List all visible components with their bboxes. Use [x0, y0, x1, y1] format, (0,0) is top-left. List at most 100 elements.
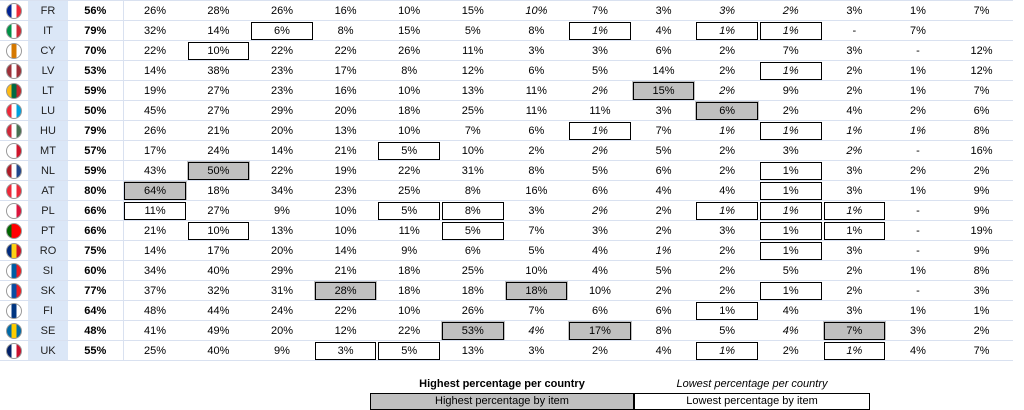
value-cell: 2%: [822, 280, 887, 301]
flag-cell: [0, 240, 28, 261]
value-cell: 2%: [822, 60, 887, 81]
value-cell: 14%: [186, 20, 251, 41]
value-cell: 10%: [377, 300, 441, 321]
value-cell: 1%: [886, 180, 950, 201]
value-cell: 1%: [695, 200, 759, 221]
value-cell: 8%: [440, 180, 505, 201]
netherlands-flag-icon: [6, 162, 22, 179]
value-cell: 10%: [377, 0, 441, 21]
value-cell: 1%: [758, 220, 823, 241]
value-cell: 1%: [758, 280, 823, 301]
table-row: UK 55% 25% 40% 9% 3% 5% 13% 3% 2% 4% 1% 2% 1% 4% 7%: [0, 340, 1014, 361]
value-cell: 2%: [631, 220, 696, 241]
value-cell: 7%: [631, 120, 696, 141]
flag-cell: [0, 40, 28, 61]
flag-cell: [0, 300, 28, 321]
value-cell: -: [886, 140, 950, 161]
value-cell: 9%: [949, 240, 1014, 261]
table-body: FR 56% 26% 28% 26% 16% 10% 15% 10% 7% 3% 3% 2% 3% 1% 7%…: [0, 0, 1014, 361]
value-cell: 9%: [949, 200, 1014, 221]
value-cell: 22%: [313, 300, 378, 321]
value-cell: 4%: [822, 100, 887, 121]
table-row: NL 59% 43% 50% 22% 19% 22% 31% 8% 5% 6% 2% 1% 3% 2% 2%: [0, 160, 1014, 181]
value-cell: 1%: [695, 120, 759, 141]
country-code: LV: [28, 60, 68, 81]
value-cell: 15%: [440, 0, 505, 21]
value-cell: 11%: [440, 40, 505, 61]
value-cell: 3%: [822, 180, 887, 201]
value-cell: 20%: [250, 320, 314, 341]
value-cell: 11%: [123, 200, 187, 221]
value-cell: 5%: [631, 260, 696, 281]
legend-lowest-per-country: Lowest percentage per country: [676, 378, 828, 390]
value-cell: 10%: [568, 280, 632, 301]
value-cell: 2%: [695, 60, 759, 81]
value-cell: 4%: [758, 320, 823, 341]
value-cell: 1%: [886, 260, 950, 281]
country-code: HU: [28, 120, 68, 141]
value-cell: 1%: [631, 240, 696, 261]
value-cell: 1%: [758, 120, 823, 141]
value-cell: 41%: [123, 320, 187, 341]
total-value: 48%: [68, 320, 124, 341]
value-cell: 3%: [822, 300, 887, 321]
value-cell: 7%: [886, 20, 950, 41]
finland-flag-icon: [6, 302, 22, 319]
value-cell: 5%: [568, 60, 632, 81]
value-cell: 12%: [949, 60, 1014, 81]
legend-highest-per-country: Highest percentage per country: [419, 378, 585, 390]
value-cell: 2%: [949, 160, 1014, 181]
value-cell: 25%: [123, 340, 187, 361]
value-cell: 13%: [440, 340, 505, 361]
value-cell: 26%: [440, 300, 505, 321]
total-value: 79%: [68, 20, 124, 41]
country-code: MT: [28, 140, 68, 161]
flag-cell: [0, 180, 28, 201]
value-cell: 31%: [250, 280, 314, 301]
value-cell: 3%: [631, 0, 696, 21]
value-cell: 20%: [313, 100, 378, 121]
value-cell: 2%: [949, 320, 1014, 341]
legend-lowest-by-item: Lowest percentage by item: [634, 393, 870, 410]
value-cell: 3%: [949, 280, 1014, 301]
value-cell: 4%: [631, 20, 696, 41]
total-value: 70%: [68, 40, 124, 61]
value-cell: 32%: [123, 20, 187, 41]
value-cell: 40%: [186, 260, 251, 281]
value-cell: 9%: [250, 340, 314, 361]
value-cell: 21%: [123, 220, 187, 241]
flag-cell: [0, 280, 28, 301]
value-cell: 5%: [377, 140, 441, 161]
table-row: SE 48% 41% 49% 20% 12% 22% 53% 4% 17% 8% 5% 4% 7% 3% 2%: [0, 320, 1014, 341]
flag-cell: [0, 60, 28, 81]
total-value: 80%: [68, 180, 124, 201]
country-code: FR: [28, 0, 68, 21]
flag-cell: [0, 100, 28, 121]
value-cell: 16%: [313, 80, 378, 101]
value-cell: 8%: [949, 260, 1014, 281]
total-value: 66%: [68, 200, 124, 221]
value-cell: 17%: [313, 60, 378, 81]
value-cell: 9%: [250, 200, 314, 221]
value-cell: 11%: [504, 80, 569, 101]
value-cell: 40%: [186, 340, 251, 361]
value-cell: 2%: [758, 340, 823, 361]
value-cell: 2%: [822, 140, 887, 161]
value-cell: 14%: [250, 140, 314, 161]
value-cell: -: [886, 40, 950, 61]
value-cell: 6%: [440, 240, 505, 261]
value-cell: 8%: [313, 20, 378, 41]
table-row: MT 57% 17% 24% 14% 21% 5% 10% 2% 2% 5% 2% 3% 2% -16%: [0, 140, 1014, 161]
value-cell: 21%: [313, 140, 378, 161]
table-row: PT 66% 21% 10% 13% 10% 11% 5% 7% 3% 2% 3% 1% 1% -19%: [0, 220, 1014, 241]
value-cell: 2%: [886, 160, 950, 181]
value-cell: 1%: [822, 220, 887, 241]
value-cell: 1%: [758, 200, 823, 221]
flag-cell: [0, 340, 28, 361]
value-cell: 11%: [568, 100, 632, 121]
value-cell: 3%: [695, 0, 759, 21]
value-cell: 27%: [186, 200, 251, 221]
value-cell: -: [822, 20, 887, 41]
austria-flag-icon: [6, 182, 22, 199]
total-value: 60%: [68, 260, 124, 281]
